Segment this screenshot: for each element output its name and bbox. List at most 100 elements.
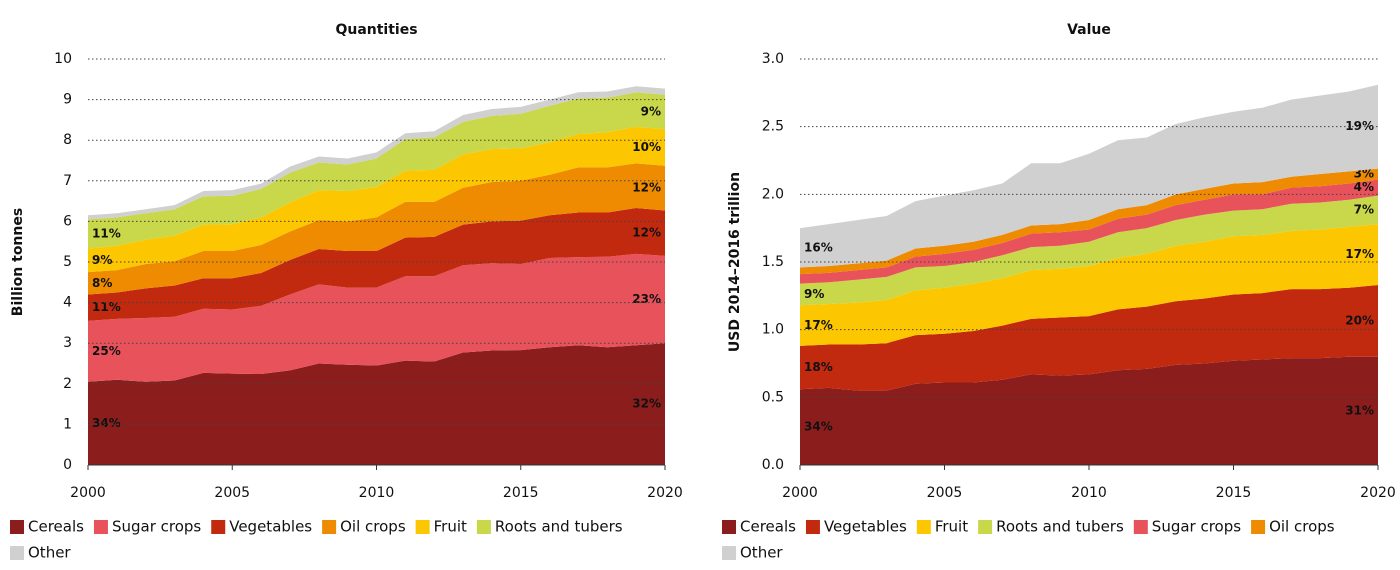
y-tick-label: 2.5 bbox=[762, 119, 784, 135]
legend-swatch bbox=[93, 520, 108, 534]
legend-item: Other bbox=[10, 544, 71, 562]
x-tick-label: 2005 bbox=[927, 485, 963, 501]
share-label: 7% bbox=[1354, 202, 1374, 216]
area bbox=[88, 86, 665, 220]
legend-item: Sugar crops bbox=[93, 518, 201, 536]
legend-label: Other bbox=[28, 544, 71, 562]
chart-title: Quantities bbox=[335, 22, 417, 38]
share-label: 25% bbox=[92, 344, 121, 358]
legend-swatch bbox=[916, 520, 931, 534]
y-tick-label: 1.5 bbox=[762, 254, 784, 270]
legend-swatch bbox=[10, 546, 24, 560]
x-tick-label: 2020 bbox=[647, 485, 683, 501]
y-tick-label: 3.0 bbox=[762, 51, 784, 67]
area bbox=[800, 224, 1378, 346]
legend-item: Roots and tubers bbox=[978, 518, 1124, 536]
area bbox=[800, 84, 1378, 268]
legend-swatch bbox=[722, 520, 736, 534]
share-label: 19% bbox=[1345, 119, 1374, 133]
area bbox=[800, 195, 1378, 306]
share-label: 34% bbox=[92, 416, 121, 430]
share-label: 8% bbox=[92, 276, 112, 290]
legend-swatch bbox=[415, 520, 430, 534]
legend-item: Vegetables bbox=[211, 518, 312, 536]
area bbox=[800, 285, 1378, 391]
legend-label: Other bbox=[740, 544, 783, 562]
area bbox=[88, 208, 665, 321]
y-tick-label: 0 bbox=[63, 457, 72, 473]
share-label: 17% bbox=[804, 318, 833, 332]
share-label: 11% bbox=[92, 226, 121, 240]
legend-item: Oil crops bbox=[1251, 518, 1335, 536]
legend-label: Oil crops bbox=[340, 518, 406, 536]
legend-item: Fruit bbox=[415, 518, 467, 536]
y-tick-label: 6 bbox=[63, 213, 72, 229]
y-tick-label: 5 bbox=[63, 254, 72, 270]
legend-item: Roots and tubers bbox=[476, 518, 623, 536]
share-label: 9% bbox=[641, 104, 661, 118]
share-label: 18% bbox=[804, 360, 833, 374]
legend-label: Cereals bbox=[740, 518, 796, 536]
x-tick-label: 2000 bbox=[782, 485, 818, 501]
x-tick-label: 2005 bbox=[214, 485, 250, 501]
legend-swatch bbox=[211, 520, 226, 534]
share-label: 16% bbox=[804, 240, 833, 254]
area bbox=[88, 126, 665, 273]
y-tick-label: 4 bbox=[63, 295, 72, 311]
share-label: 9% bbox=[92, 253, 112, 267]
legend-label: Vegetables bbox=[229, 518, 312, 536]
y-tick-label: 2 bbox=[63, 376, 72, 392]
legend-label: Vegetables bbox=[824, 518, 907, 536]
x-tick-label: 2000 bbox=[70, 485, 106, 501]
area bbox=[800, 168, 1378, 275]
area bbox=[800, 356, 1378, 465]
legend-swatch bbox=[1251, 520, 1266, 534]
legend-label: Oil crops bbox=[1269, 518, 1335, 536]
legend-swatch bbox=[322, 520, 337, 534]
legend-item: Cereals bbox=[10, 518, 84, 536]
chart-title: Value bbox=[1067, 22, 1111, 38]
y-axis-label: Billion tonnes bbox=[10, 208, 26, 316]
legend-label: Cereals bbox=[28, 518, 84, 536]
share-label: 32% bbox=[632, 397, 661, 411]
legend-label: Roots and tubers bbox=[996, 518, 1124, 536]
share-label: 31% bbox=[1345, 403, 1374, 417]
legend-label: Sugar crops bbox=[112, 518, 201, 536]
legend-swatch bbox=[722, 546, 736, 560]
y-tick-label: 3 bbox=[63, 335, 72, 351]
area bbox=[88, 253, 665, 382]
legend-item: Fruit bbox=[916, 518, 968, 536]
share-label: 34% bbox=[804, 420, 833, 434]
x-tick-label: 2010 bbox=[1071, 485, 1107, 501]
share-label: 4% bbox=[1354, 180, 1374, 194]
legend-label: Fruit bbox=[935, 518, 968, 536]
y-tick-label: 2.0 bbox=[762, 186, 784, 202]
legend-item: Oil crops bbox=[322, 518, 406, 536]
y-tick-label: 10 bbox=[54, 51, 72, 67]
x-tick-label: 2010 bbox=[359, 485, 395, 501]
legend-swatch bbox=[805, 520, 820, 534]
y-tick-label: 1 bbox=[63, 416, 72, 432]
y-axis-label: USD 2014–2016 trillion bbox=[727, 172, 743, 352]
x-tick-label: 2015 bbox=[503, 485, 539, 501]
legend-swatch bbox=[476, 520, 491, 534]
legend-item: Vegetables bbox=[805, 518, 907, 536]
legend-swatch bbox=[978, 520, 993, 534]
legend-item: Sugar crops bbox=[1133, 518, 1241, 536]
area bbox=[800, 179, 1378, 284]
x-tick-label: 2015 bbox=[1216, 485, 1252, 501]
y-tick-label: 0.0 bbox=[762, 457, 784, 473]
x-tick-label: 2020 bbox=[1360, 485, 1396, 501]
legend-swatch bbox=[1133, 520, 1148, 534]
y-tick-label: 1.0 bbox=[762, 322, 784, 338]
legend-swatch bbox=[10, 520, 24, 534]
legend-label: Fruit bbox=[434, 518, 467, 536]
share-label: 20% bbox=[1345, 313, 1374, 327]
share-label: 11% bbox=[92, 300, 121, 314]
share-label: 23% bbox=[632, 292, 661, 306]
y-tick-label: 7 bbox=[63, 173, 72, 189]
legend-label: Roots and tubers bbox=[495, 518, 623, 536]
legend-item: Cereals bbox=[722, 518, 796, 536]
share-label: 10% bbox=[632, 140, 661, 154]
